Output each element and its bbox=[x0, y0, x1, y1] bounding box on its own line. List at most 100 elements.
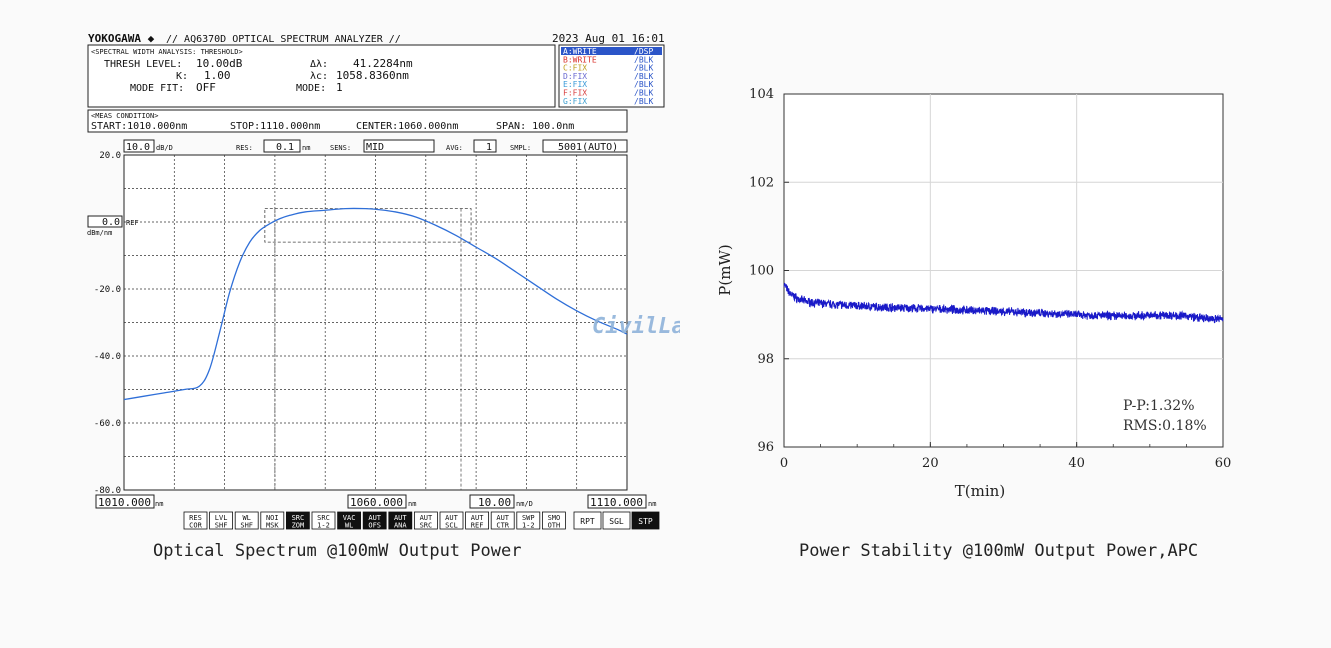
softkey-line1: SRC bbox=[292, 514, 305, 522]
instrument-title: // AQ6370D OPTICAL SPECTRUM ANALYZER // bbox=[166, 34, 401, 45]
softkey-face bbox=[516, 511, 541, 530]
sweep-button-label: SGL bbox=[609, 517, 624, 526]
softkey-face bbox=[439, 511, 464, 530]
sweep-button-rpt[interactable]: RPT bbox=[573, 511, 602, 530]
softkey-line1: NOI bbox=[266, 514, 279, 522]
osa-y-tick-label: -80.0 bbox=[94, 486, 121, 496]
ref-label: REF bbox=[126, 219, 139, 227]
res-label: RES: bbox=[236, 144, 253, 152]
softkey-line1: SRC bbox=[317, 514, 330, 522]
scale-unit: dB/D bbox=[156, 144, 173, 152]
stop-wl-box[interactable] bbox=[587, 494, 647, 509]
ref-box[interactable] bbox=[87, 215, 123, 228]
modefit-label: MODE FIT: bbox=[130, 83, 184, 94]
brand-logo: YOKOGAWA ◆ bbox=[88, 32, 155, 45]
span-unit: nm/D bbox=[516, 500, 533, 508]
softkey-line2: SRC bbox=[420, 522, 433, 530]
softkey-face bbox=[465, 511, 490, 530]
center-wl-box[interactable] bbox=[347, 494, 407, 509]
softkey-line1: VAC bbox=[343, 514, 356, 522]
softkey-line1: AUT bbox=[368, 514, 381, 522]
softkey-face bbox=[542, 511, 566, 530]
softkey-line1: AUT bbox=[496, 514, 509, 522]
x-tick-label: 0 bbox=[780, 456, 788, 471]
sweep-button-sgl[interactable]: SGL bbox=[602, 511, 631, 530]
smpl-value: 5001(AUTO) bbox=[558, 142, 618, 153]
thresh-value: 10.00dB bbox=[196, 57, 243, 70]
x-tick-label: 60 bbox=[1215, 456, 1232, 471]
sweep-button-stp[interactable]: STP bbox=[631, 511, 660, 530]
trace-row-label[interactable]: B:WRITE bbox=[563, 55, 597, 64]
sweep-button-face bbox=[631, 511, 660, 530]
trace-row-label[interactable]: E:FIX bbox=[563, 80, 587, 89]
sweep-button-label: RPT bbox=[580, 517, 595, 526]
ref-value: 0.0 bbox=[102, 217, 120, 228]
smpl-label: SMPL: bbox=[510, 144, 531, 152]
trace-row-label[interactable]: G:FIX bbox=[563, 97, 587, 106]
mode-label: MODE: bbox=[296, 83, 326, 94]
softkey-face bbox=[260, 511, 285, 530]
softkey-line2: MSK bbox=[266, 522, 279, 530]
softkey-bar: RESCORLVLSHFWLSHFNOIMSKSRCZOMSRC1-2VACWL… bbox=[183, 511, 566, 530]
scale-box[interactable] bbox=[123, 139, 155, 153]
softkey-line2: COR bbox=[189, 522, 202, 530]
start-wl-box[interactable] bbox=[95, 494, 155, 509]
sweep-button-bar: RPT SGL STP bbox=[573, 511, 660, 530]
osa-y-ticks: 20.0 -20.0 -40.0 -60.0 -80.0 bbox=[94, 151, 121, 496]
span-box[interactable] bbox=[469, 494, 515, 509]
osa-y-tick-label: -20.0 bbox=[94, 285, 121, 295]
stability-chart: 0 20 40 60 96 98 100 102 104 P-P:1.32% RMS:0.18%… bbox=[716, 87, 1231, 500]
softkey-line1: RES bbox=[189, 514, 202, 522]
osa-y-tick-label: -40.0 bbox=[94, 352, 121, 362]
softkey-line2: ZOM bbox=[292, 522, 305, 530]
sens-box[interactable] bbox=[363, 139, 435, 153]
softkey-line1: LVL bbox=[215, 514, 228, 522]
analysis-panel bbox=[87, 44, 556, 108]
softkey-line2: ANA bbox=[394, 522, 407, 530]
trace-row-status: /BLK bbox=[634, 97, 653, 106]
smpl-box[interactable] bbox=[542, 139, 628, 153]
stop-wl-value: 1110.000 bbox=[590, 496, 643, 509]
delta-lambda-label: Δλ: bbox=[310, 59, 328, 70]
center-lambda-label: λc: bbox=[310, 71, 328, 82]
osa-screen: YOKOGAWA ◆ // AQ6370D OPTICAL SPECTRUM A… bbox=[0, 0, 680, 535]
trace-row-label[interactable]: A:WRITE bbox=[563, 47, 597, 56]
center-lambda-value: 1058.8360nm bbox=[336, 69, 409, 82]
trace-row-label[interactable]: F:FIX bbox=[563, 89, 587, 98]
softkey-face bbox=[413, 511, 438, 530]
trace-row-status: /BLK bbox=[634, 55, 653, 64]
osa-y-tick-label: 20.0 bbox=[99, 151, 121, 161]
y-tick-label: 102 bbox=[749, 175, 774, 190]
trace-row-label[interactable]: D:FIX bbox=[563, 72, 587, 81]
trace-list bbox=[558, 44, 665, 108]
softkey-line2: WL bbox=[345, 522, 353, 530]
stability-ticks: 0 20 40 60 96 98 100 102 104 bbox=[749, 87, 1231, 471]
avg-label: AVG: bbox=[446, 144, 463, 152]
softkey-line2: SCL bbox=[445, 522, 458, 530]
softkey-line1: AUT bbox=[445, 514, 458, 522]
avg-box[interactable] bbox=[473, 139, 497, 153]
trace-row-label[interactable]: C:FIX bbox=[563, 64, 587, 73]
meas-start: START:1010.000nm bbox=[91, 121, 187, 132]
res-box[interactable] bbox=[263, 139, 301, 153]
meas-center: CENTER:1060.000nm bbox=[356, 121, 458, 132]
center-wl-value: 1060.000 bbox=[350, 496, 403, 509]
center-wl-unit: nm bbox=[408, 500, 416, 508]
res-value: 0.1 bbox=[276, 142, 294, 153]
trace-row-status: /BLK bbox=[634, 72, 653, 81]
